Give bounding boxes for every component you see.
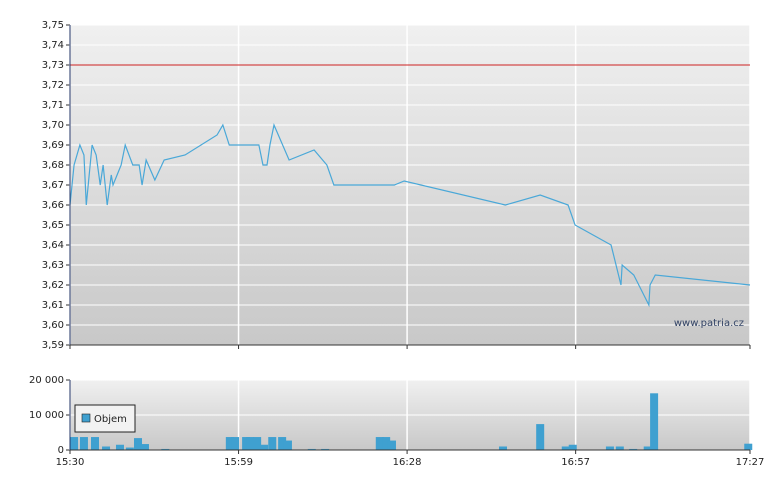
y-tick-label: 3,60: [42, 320, 64, 331]
volume-bar: [561, 446, 570, 450]
x-tick-label: 16:57: [561, 457, 590, 468]
x-tick-label: 16:28: [393, 457, 422, 468]
volume-bar: [125, 447, 134, 450]
volume-bar: [134, 438, 142, 450]
volume-bar: [650, 393, 659, 450]
volume-bar: [246, 437, 255, 450]
volume-bar: [253, 437, 262, 450]
volume-bar: [568, 444, 577, 450]
x-tick-label: 17:27: [736, 457, 765, 468]
volume-bar: [102, 446, 111, 450]
x-tick-label: 15:59: [224, 457, 253, 468]
y-tick-label: 3,72: [42, 80, 64, 91]
volume-bar: [643, 446, 652, 450]
volume-bar: [615, 446, 624, 450]
y-tick-label: 3,73: [42, 60, 64, 71]
volume-bar: [140, 444, 149, 450]
volume-bar: [629, 448, 638, 450]
watermark: www.patria.cz: [674, 318, 744, 329]
y-tick-label: 3,62: [42, 280, 64, 291]
y-tick-label: 3,74: [42, 40, 64, 51]
y-tick-label: 3,61: [42, 300, 64, 311]
volume-bar: [268, 437, 277, 450]
y-tick-label: 3,69: [42, 140, 64, 151]
volume-bar: [307, 448, 316, 450]
y-tick-label: 0: [58, 445, 64, 456]
volume-bar: [605, 446, 614, 450]
legend-swatch: [81, 413, 91, 423]
y-tick-label: 3,66: [42, 200, 64, 211]
volume-bar: [278, 437, 287, 450]
legend-label: Objem: [94, 414, 127, 425]
price-line: [69, 123, 751, 308]
volume-bar: [260, 444, 269, 450]
volume-bar: [375, 437, 384, 450]
x-tick-label: 15:30: [56, 457, 85, 468]
volume-bar: [90, 437, 99, 450]
volume-bar: [387, 440, 396, 450]
volume-bar: [231, 437, 240, 450]
y-tick-label: 3,64: [42, 240, 64, 251]
y-tick-label: 3,59: [42, 340, 64, 351]
volume-bar: [225, 437, 234, 450]
y-tick-label: 3,67: [42, 180, 64, 191]
volume-bar: [382, 437, 391, 450]
y-tick-label: 3,63: [42, 260, 64, 271]
y-tick-label: 3,70: [42, 120, 64, 131]
y-tick-label: 3,75: [42, 20, 64, 31]
volume-bar: [70, 437, 79, 450]
volume-bar: [744, 443, 753, 450]
volume-bar: [498, 446, 507, 450]
volume-bar: [321, 448, 330, 450]
volume-bar: [283, 440, 292, 450]
volume-bar: [79, 437, 88, 450]
volume-bar: [161, 448, 170, 450]
volume-bar: [242, 437, 251, 450]
volume-bar: [536, 424, 545, 450]
y-tick-label: 20 000: [29, 375, 64, 386]
volume-bar: [115, 444, 124, 450]
y-tick-label: 3,68: [42, 160, 64, 171]
y-tick-label: 10 000: [29, 410, 64, 421]
y-tick-label: 3,71: [42, 100, 64, 111]
y-tick-label: 3,65: [42, 220, 64, 231]
